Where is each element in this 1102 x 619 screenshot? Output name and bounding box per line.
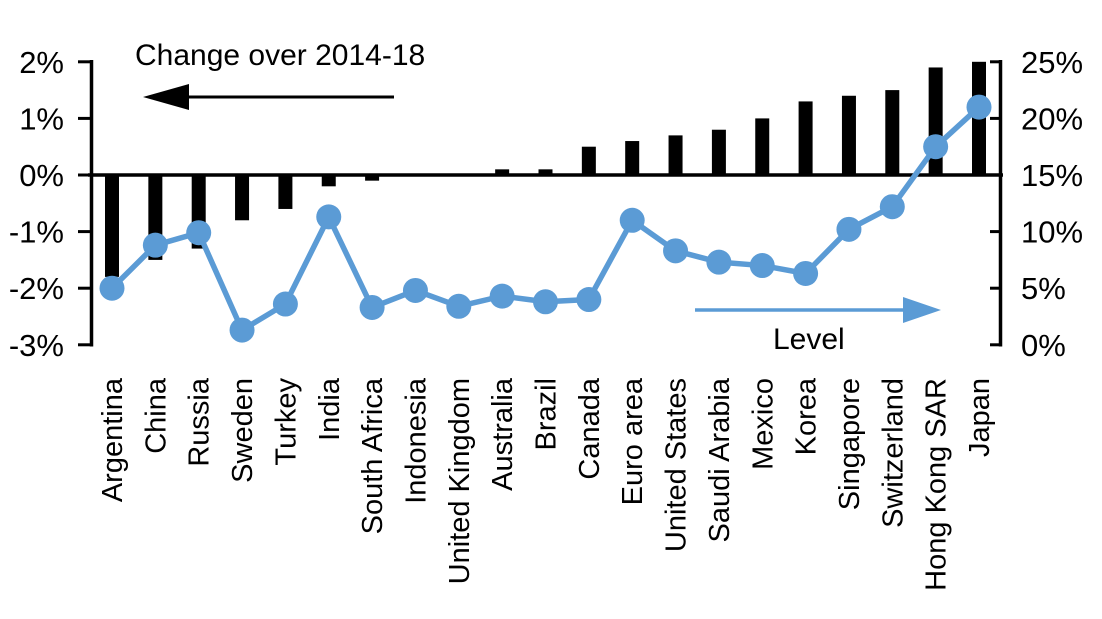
level-marker-japan bbox=[966, 94, 992, 120]
x-axis-label-euro-area: Euro area bbox=[617, 377, 649, 505]
left-axis-tick-label: -1% bbox=[9, 215, 64, 250]
x-axis-label-south-africa: South Africa bbox=[357, 377, 389, 534]
bar-korea bbox=[798, 101, 813, 175]
right-axis-tick-label: 20% bbox=[1021, 101, 1083, 136]
bar-sweden bbox=[235, 175, 250, 221]
right-axis-tick-label: 5% bbox=[1021, 271, 1066, 306]
level-marker-indonesia bbox=[402, 277, 428, 303]
x-axis-label-sweden: Sweden bbox=[227, 378, 259, 483]
x-axis-label-china: China bbox=[140, 377, 172, 454]
x-axis-label-russia: Russia bbox=[184, 377, 216, 467]
x-axis-label-hong-kong-sar: Hong Kong SAR bbox=[921, 378, 953, 591]
left-axis-tick-label: 1% bbox=[19, 101, 64, 136]
x-axis-label-mexico: Mexico bbox=[747, 378, 779, 470]
line-series-label: Level bbox=[773, 323, 845, 356]
x-axis-label-united-kingdom: United Kingdom bbox=[444, 378, 476, 584]
level-marker-russia bbox=[186, 220, 212, 246]
right-arrow-icon bbox=[903, 297, 941, 323]
x-axis-label-india: India bbox=[314, 377, 346, 441]
bar-south-africa bbox=[365, 175, 380, 181]
level-marker-saudi-arabia bbox=[706, 249, 732, 275]
bar-argentina bbox=[105, 175, 119, 277]
left-axis-tick-label: -2% bbox=[9, 271, 64, 306]
x-axis-label-switzerland: Switzerland bbox=[877, 378, 909, 528]
x-axis-label-japan: Japan bbox=[964, 378, 996, 457]
level-marker-hong-kong-sar bbox=[923, 134, 949, 160]
x-axis-label-brazil: Brazil bbox=[531, 378, 563, 451]
level-marker-united-states bbox=[663, 238, 689, 264]
right-axis-tick-label: 15% bbox=[1021, 158, 1083, 193]
right-axis-tick-label: 25% bbox=[1021, 45, 1083, 80]
level-marker-argentina bbox=[99, 275, 125, 301]
x-axis-label-australia: Australia bbox=[487, 377, 519, 491]
bar-saudi-arabia bbox=[711, 129, 726, 175]
x-axis-label-indonesia: Indonesia bbox=[400, 377, 432, 504]
right-axis-tick-label: 10% bbox=[1021, 215, 1083, 250]
bar-mexico bbox=[755, 118, 770, 175]
x-axis-label-canada: Canada bbox=[574, 377, 606, 479]
bar-australia bbox=[495, 169, 510, 175]
bar-united-states bbox=[668, 135, 683, 175]
level-marker-turkey bbox=[272, 291, 298, 317]
level-marker-mexico bbox=[749, 253, 775, 279]
bar-canada bbox=[581, 146, 596, 175]
x-axis-label-turkey: Turkey bbox=[270, 378, 302, 466]
bar-turkey bbox=[278, 175, 293, 209]
bar-india bbox=[321, 175, 336, 187]
level-marker-south-africa bbox=[359, 294, 385, 320]
right-axis-tick-label: 0% bbox=[1021, 328, 1066, 363]
level-marker-australia bbox=[489, 283, 515, 309]
level-marker-sweden bbox=[229, 317, 255, 343]
left-axis-tick-label: 0% bbox=[19, 158, 64, 193]
left-axis-tick-label: -3% bbox=[9, 328, 64, 363]
level-marker-united-kingdom bbox=[446, 293, 472, 319]
level-marker-switzerland bbox=[879, 194, 905, 220]
x-axis-label-saudi-arabia: Saudi Arabia bbox=[704, 377, 736, 542]
left-arrow-icon bbox=[143, 84, 189, 110]
level-marker-korea bbox=[793, 260, 819, 286]
left-axis-tick-label: 2% bbox=[19, 45, 64, 80]
level-marker-china bbox=[142, 232, 168, 258]
level-marker-canada bbox=[576, 287, 602, 313]
x-axis-label-united-states: United States bbox=[661, 378, 693, 552]
bar-switzerland bbox=[885, 90, 900, 175]
x-axis-label-argentina: Argentina bbox=[97, 377, 129, 502]
bar-euro-area bbox=[625, 141, 640, 175]
level-marker-euro-area bbox=[619, 207, 645, 233]
bar-brazil bbox=[538, 169, 553, 175]
bar-singapore bbox=[841, 95, 856, 175]
level-marker-singapore bbox=[836, 216, 862, 242]
bar-series-label: Change over 2014-18 bbox=[135, 39, 426, 72]
x-axis-label-singapore: Singapore bbox=[834, 378, 866, 510]
x-axis-label-korea: Korea bbox=[791, 377, 823, 455]
level-marker-india bbox=[316, 204, 342, 230]
level-marker-brazil bbox=[533, 289, 558, 315]
